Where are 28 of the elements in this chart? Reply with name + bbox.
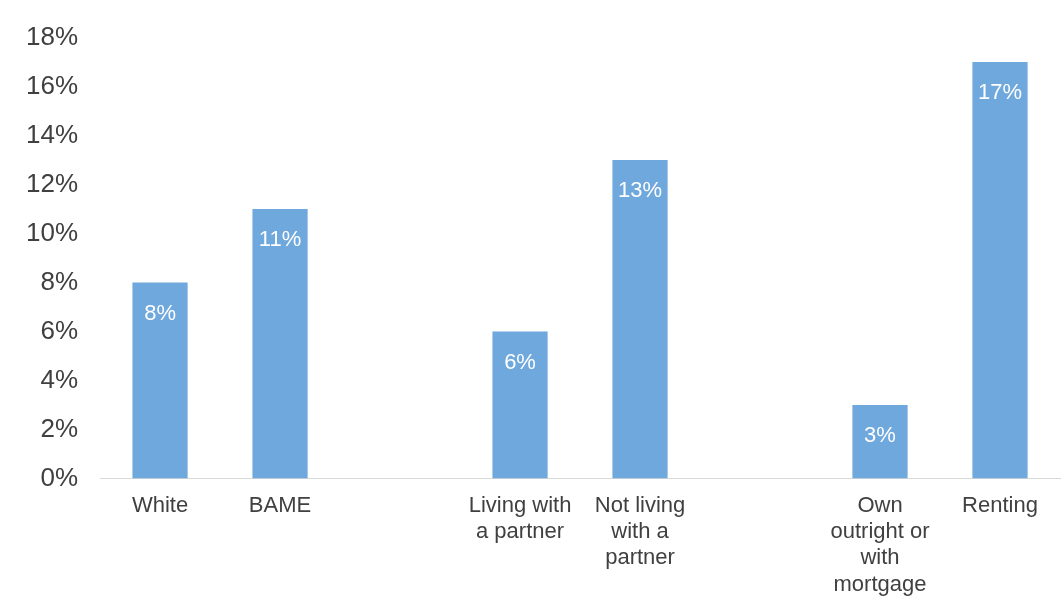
y-tick-label: 2%: [40, 412, 79, 443]
bar: [972, 62, 1028, 479]
y-tick-label: 18%: [25, 20, 79, 51]
y-tick-label: 12%: [25, 167, 79, 198]
data-label: 17%: [977, 79, 1023, 105]
x-tick-label: Not living with a partner: [594, 491, 686, 570]
bar: [252, 209, 308, 479]
x-tick-label: Own outright or with mortgage: [830, 491, 930, 596]
y-tick-label: 8%: [40, 265, 79, 296]
x-tick-label: BAME: [248, 491, 312, 517]
bar: [492, 331, 548, 479]
y-tick-label: 10%: [25, 216, 79, 247]
y-tick-label: 16%: [25, 69, 79, 100]
y-tick-label: 14%: [25, 118, 79, 149]
bar: [612, 160, 668, 479]
data-label: 3%: [864, 422, 896, 447]
data-label: 11%: [258, 226, 302, 252]
x-tick-label: White: [131, 491, 189, 517]
x-tick-label: Living with a partner: [468, 491, 572, 544]
y-tick-label: 4%: [40, 363, 79, 394]
bar: [852, 404, 908, 479]
data-label: 13%: [617, 177, 663, 203]
bar: [132, 282, 188, 479]
y-tick-label: 6%: [40, 314, 79, 345]
y-tick-label: 0%: [40, 461, 79, 492]
data-label: 6%: [504, 348, 536, 374]
data-label: 8%: [144, 299, 176, 325]
x-tick-label: Renting: [962, 491, 1038, 517]
